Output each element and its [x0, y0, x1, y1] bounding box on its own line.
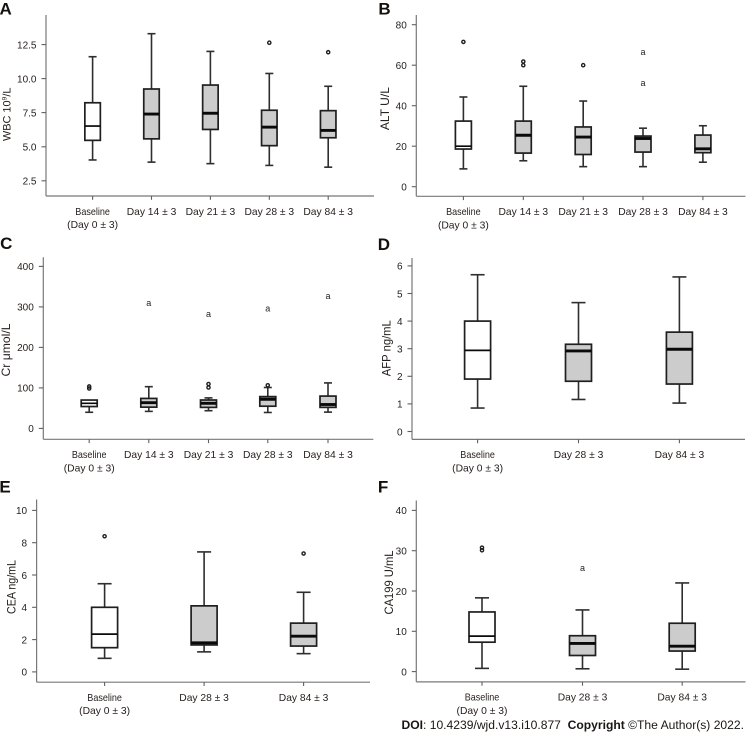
- svg-text:10: 10: [396, 627, 408, 638]
- svg-text:8: 8: [22, 538, 28, 549]
- svg-text:Baseline: Baseline: [446, 207, 481, 218]
- svg-text:Day 84 ± 3: Day 84 ± 3: [678, 207, 728, 218]
- svg-text:C: C: [0, 234, 12, 253]
- svg-text:a: a: [206, 309, 211, 319]
- svg-text:a: a: [146, 298, 151, 308]
- svg-text:0: 0: [401, 182, 407, 193]
- svg-text:Day 14 ± 3: Day 14 ± 3: [127, 207, 177, 218]
- svg-text:0: 0: [28, 424, 34, 435]
- svg-text:Baseline: Baseline: [72, 450, 107, 461]
- svg-text:0: 0: [401, 667, 407, 678]
- svg-text:(Day 0 ± 3): (Day 0 ± 3): [452, 463, 503, 474]
- svg-text:Day 21 ± 3: Day 21 ± 3: [186, 207, 236, 218]
- svg-text:0: 0: [397, 427, 403, 438]
- svg-text:(Day 0 ± 3): (Day 0 ± 3): [79, 706, 130, 717]
- svg-text:1: 1: [397, 400, 403, 411]
- svg-text:Day 84 ± 3: Day 84 ± 3: [303, 207, 353, 218]
- svg-text:(Day 0 ± 3): (Day 0 ± 3): [67, 220, 118, 231]
- svg-text:20: 20: [396, 142, 408, 153]
- svg-text:a: a: [640, 47, 645, 57]
- svg-text:Day 84 ± 3: Day 84 ± 3: [655, 450, 705, 461]
- svg-text:80: 80: [396, 20, 408, 31]
- svg-text:Cr μmol/L: Cr μmol/L: [0, 323, 13, 376]
- svg-text:CEA ng/mL: CEA ng/mL: [4, 560, 18, 614]
- svg-text:300: 300: [17, 303, 34, 314]
- svg-text:4: 4: [22, 603, 28, 614]
- svg-text:Day 84 ± 3: Day 84 ± 3: [657, 693, 707, 704]
- svg-text:a: a: [265, 303, 270, 313]
- svg-text:ALT U/L: ALT U/L: [378, 87, 392, 130]
- svg-text:Day 84 ± 3: Day 84 ± 3: [279, 693, 329, 704]
- svg-text:Baseline: Baseline: [75, 207, 110, 218]
- svg-text:Day 28 ± 3: Day 28 ± 3: [618, 207, 668, 218]
- svg-text:Day 28 ± 3: Day 28 ± 3: [558, 693, 608, 704]
- svg-text:WBC 109/L: WBC 109/L: [1, 88, 13, 141]
- svg-text:Day 14 ± 3: Day 14 ± 3: [124, 450, 174, 461]
- svg-text:4: 4: [397, 317, 403, 328]
- svg-text:200: 200: [17, 343, 34, 354]
- svg-text:F: F: [378, 478, 388, 497]
- svg-text:2: 2: [397, 372, 403, 383]
- svg-text:D: D: [378, 235, 390, 254]
- svg-text:a: a: [325, 291, 330, 301]
- svg-text:40: 40: [396, 101, 408, 112]
- svg-text:Day 84 ± 3: Day 84 ± 3: [303, 450, 353, 461]
- svg-text:6: 6: [22, 571, 28, 582]
- svg-text:Day 21 ± 3: Day 21 ± 3: [184, 450, 234, 461]
- svg-text:2: 2: [22, 635, 28, 646]
- svg-text:(Day 0 ± 3): (Day 0 ± 3): [64, 463, 115, 474]
- svg-text:12.5: 12.5: [17, 40, 37, 51]
- svg-text:5.0: 5.0: [23, 143, 37, 154]
- svg-text:5: 5: [397, 289, 403, 300]
- svg-text:Day 21 ± 3: Day 21 ± 3: [558, 207, 608, 218]
- svg-text:B: B: [378, 0, 390, 19]
- svg-text:10: 10: [16, 506, 28, 517]
- svg-text:Day 14 ± 3: Day 14 ± 3: [499, 207, 549, 218]
- svg-text:Baseline: Baseline: [460, 450, 495, 461]
- svg-text:40: 40: [396, 506, 408, 517]
- svg-text:Day 28 ± 3: Day 28 ± 3: [243, 450, 293, 461]
- svg-text:E: E: [0, 478, 11, 497]
- svg-text:AFP ng/mL: AFP ng/mL: [380, 320, 394, 376]
- svg-text:0: 0: [22, 668, 28, 679]
- svg-text:400: 400: [17, 262, 34, 273]
- svg-text:A: A: [0, 0, 12, 19]
- svg-text:Day 28 ± 3: Day 28 ± 3: [554, 450, 604, 461]
- svg-text:7.5: 7.5: [23, 108, 37, 119]
- svg-text:Day 28 ± 3: Day 28 ± 3: [245, 207, 295, 218]
- svg-text:60: 60: [396, 61, 408, 72]
- svg-text:(Day 0 ± 3): (Day 0 ± 3): [438, 220, 489, 231]
- svg-text:a: a: [640, 78, 645, 88]
- svg-text:6: 6: [397, 262, 403, 273]
- svg-text:20: 20: [396, 587, 408, 598]
- svg-text:100: 100: [17, 384, 34, 395]
- svg-text:10.0: 10.0: [17, 74, 37, 85]
- svg-text:Baseline: Baseline: [87, 693, 122, 704]
- svg-text:30: 30: [396, 546, 408, 557]
- svg-text:CA199 U/mL: CA199 U/mL: [382, 550, 396, 614]
- svg-text:DOI: 10.4239/wjd.v13.i10.877: DOI: 10.4239/wjd.v13.i10.877 Copyright ©…: [402, 718, 745, 732]
- svg-text:3: 3: [397, 344, 403, 355]
- svg-text:Baseline: Baseline: [465, 693, 500, 704]
- svg-text:a: a: [580, 563, 585, 573]
- svg-text:(Day 0 ± 3): (Day 0 ± 3): [457, 706, 508, 717]
- svg-text:2.5: 2.5: [23, 177, 37, 188]
- svg-text:Day 28 ± 3: Day 28 ± 3: [179, 693, 229, 704]
